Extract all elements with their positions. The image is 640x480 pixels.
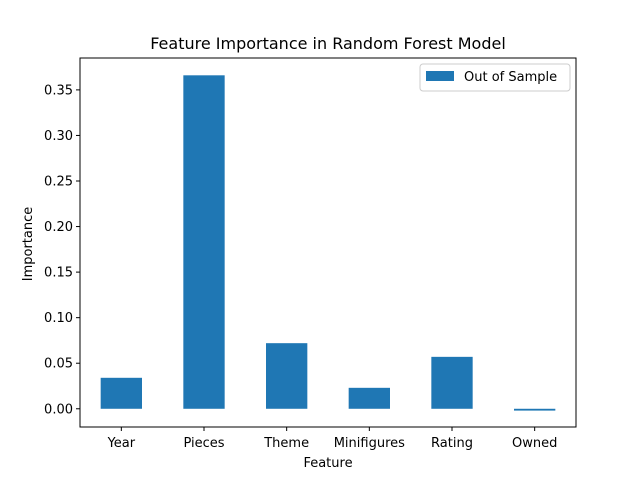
axes-frame [79,57,577,428]
x-tick-label: Year [107,436,136,451]
y-tick-label: 0.05 [44,357,73,372]
x-tick-label: Rating [431,436,473,451]
x-tick-label: Owned [512,436,557,451]
legend-swatch [426,71,454,81]
legend: Out of Sample [419,63,571,92]
bar-year [100,377,142,409]
y-tick-label: 0.30 [44,129,73,144]
x-tick-label: Minifigures [334,436,405,451]
y-tick-label: 0.20 [44,220,73,235]
chart-title: Feature Importance in Random Forest Mode… [150,34,506,53]
y-tick-label: 0.35 [44,83,73,98]
y-tick-label: 0.25 [44,175,73,190]
y-tick-label: 0.15 [44,266,73,281]
bar-pieces [183,75,225,409]
bar-theme [266,343,308,409]
bar-owned [514,408,556,411]
x-axis-label: Feature [303,456,352,471]
legend-box [419,63,571,92]
legend-label: Out of Sample [464,70,557,85]
x-tick-label: Pieces [183,436,224,451]
y-axis-label: Importance [21,207,36,282]
plot-area: 0.00 0.05 0.10 0.15 0.20 0.25 0.30 0.35 Year Piec… [44,57,577,451]
bar-minifigures [348,387,390,409]
x-tick-label: Theme [263,436,309,451]
y-tick-label: 0.00 [44,402,73,417]
bar-rating [431,356,473,409]
y-tick-label: 0.10 [44,311,73,326]
